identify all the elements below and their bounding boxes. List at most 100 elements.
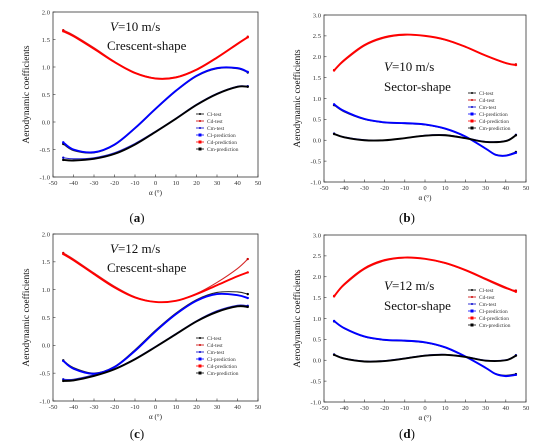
speed-annotation: V=12 m/s [384, 278, 434, 293]
legend-label: Cm-test [207, 350, 225, 356]
x-tick-label: 10 [442, 185, 449, 192]
x-tick-label: -50 [320, 185, 329, 192]
x-tick-label: -30 [90, 180, 99, 187]
legend-label: Cd-prediction [207, 140, 237, 146]
series-cd-prediction [62, 252, 249, 304]
x-tick-label: -50 [49, 180, 58, 187]
x-tick-label: 0 [154, 404, 158, 411]
y-tick-label: 0.5 [42, 92, 51, 99]
series-point [246, 292, 249, 296]
legend-marker [199, 344, 201, 346]
y-tick-label: 2.5 [313, 253, 322, 260]
y-axis-label: Aerodynamic coefficients [21, 268, 32, 367]
series-cl-prediction [332, 103, 518, 157]
x-tick-label: 20 [193, 180, 200, 187]
legend-label: Cm-test [479, 302, 497, 308]
x-tick-label: 50 [523, 185, 530, 192]
x-tick-label: -40 [340, 405, 349, 412]
legend-marker [198, 371, 202, 375]
legend: Cl-testCd-testCm-testCl-predictionCd-pre… [196, 112, 239, 153]
series-cm-prediction [62, 305, 249, 383]
series-point [62, 378, 65, 381]
y-tick-label: 3.0 [313, 12, 322, 19]
series-line [62, 66, 249, 154]
x-tick-label: -10 [131, 404, 140, 411]
panel-label: (b) [399, 210, 415, 225]
x-tick-label: -10 [400, 185, 409, 192]
series-cd-prediction [62, 30, 249, 80]
legend-marker [471, 296, 473, 298]
x-axis-label: α (°) [419, 194, 433, 202]
series-point [514, 373, 518, 377]
series-line [62, 305, 249, 382]
legend-marker [470, 126, 474, 130]
legend-label: Cl-test [207, 336, 222, 342]
legend-marker [198, 133, 202, 137]
speed-annotation: V=12 m/s [110, 241, 160, 256]
legend-marker [198, 147, 202, 151]
x-axis-label: α (°) [419, 414, 433, 422]
y-tick-label: -0.5 [311, 378, 322, 385]
y-axis-label: Aerodynamic coefficients [292, 269, 303, 368]
y-tick-label: 1.5 [313, 75, 322, 82]
legend-marker [471, 289, 473, 291]
legend-label: Cm-prediction [479, 126, 511, 132]
legend-label: Cl-prediction [479, 309, 508, 315]
x-tick-label: -30 [90, 404, 99, 411]
y-tick-label: -1.0 [40, 398, 51, 405]
x-tick-label: 50 [255, 180, 262, 187]
series-cd-prediction [332, 33, 518, 72]
series-cm-prediction [332, 353, 518, 363]
x-tick-label: 0 [423, 405, 427, 412]
series-point [246, 36, 249, 39]
y-tick-label: 2.0 [313, 274, 322, 281]
shape-annotation: Sector-shape [384, 79, 451, 94]
y-tick-label: 2.0 [313, 54, 322, 61]
series-point [62, 252, 65, 256]
series-point [514, 290, 518, 293]
series-line [333, 103, 517, 157]
chart-panel-c: -50 -40 -30 -20 -10 0 10 20 30 40 50 -1.0 -0.5 0.0 0.5… [21, 231, 262, 441]
x-tick-label: 50 [523, 405, 530, 412]
x-tick-label: 20 [462, 185, 469, 192]
series-cl-prediction [62, 66, 249, 154]
series-point [246, 85, 249, 89]
y-tick-label: 1.5 [42, 259, 51, 266]
legend-marker [470, 316, 474, 320]
legend-label: Cl-test [479, 91, 494, 97]
x-tick-label: -20 [110, 180, 119, 187]
legend-marker [471, 303, 473, 305]
legend-marker [198, 364, 202, 368]
x-tick-label: -50 [320, 405, 329, 412]
chart-panel-a: -50 -40 -30 -20 -10 0 10 20 30 40 50 -1.0 -0.5 0.0 0.5… [21, 9, 262, 225]
y-tick-label: 1.0 [313, 96, 322, 103]
x-axis-label: α (°) [149, 189, 163, 197]
y-tick-label: 0.5 [313, 117, 322, 124]
x-tick-label: 30 [214, 404, 221, 411]
legend-marker [199, 113, 201, 115]
legend-marker [199, 120, 201, 122]
y-tick-label: 2.0 [42, 231, 51, 238]
series-cm-prediction [332, 132, 518, 144]
y-tick-label: 0.0 [42, 343, 51, 350]
y-axis-label: Aerodynamic coefficients [21, 45, 32, 144]
y-tick-label: -0.5 [40, 147, 51, 154]
y-tick-label: 0.0 [313, 138, 322, 145]
legend-marker [199, 127, 201, 129]
series-point [62, 359, 65, 363]
y-tick-label: -0.5 [40, 370, 51, 377]
series-point [332, 69, 336, 72]
series-cl-prediction [62, 292, 249, 375]
y-tick-label: -0.5 [311, 158, 322, 165]
shape-annotation: Crescent-shape [107, 260, 187, 275]
speed-annotation: V=10 m/s [110, 19, 160, 34]
legend-label: Cl-prediction [207, 357, 236, 363]
x-tick-label: 30 [214, 180, 221, 187]
series-line [62, 292, 249, 375]
y-tick-label: 0.5 [42, 315, 51, 322]
y-tick-label: 1.5 [313, 295, 322, 302]
series-point [514, 134, 518, 137]
y-tick-label: 1.5 [42, 37, 51, 44]
legend-label: Cd-test [207, 343, 223, 349]
shape-annotation: Crescent-shape [107, 38, 187, 53]
